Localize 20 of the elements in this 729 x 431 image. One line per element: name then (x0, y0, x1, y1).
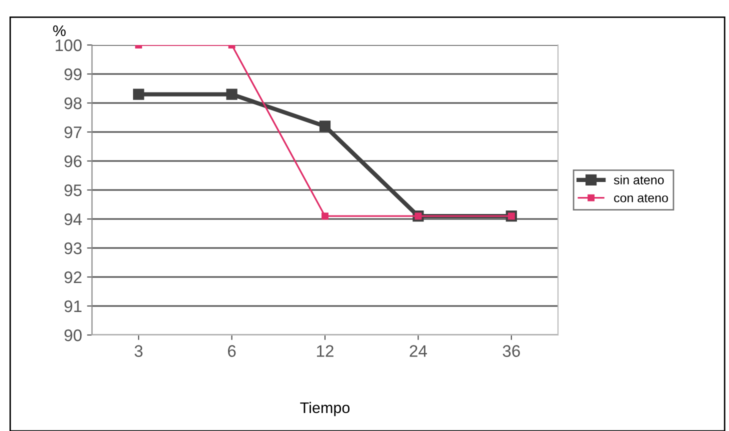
y-tick-label: 96 (64, 155, 82, 168)
x-tick-label: 24 (410, 345, 427, 357)
y-tick-label: 100 (56, 39, 82, 52)
x-tick-label: 3 (134, 345, 142, 357)
legend-label: con ateno (614, 194, 668, 202)
x-tick-label: 36 (502, 345, 520, 357)
x-axis-title: Tiempo (300, 402, 350, 416)
y-tick-label: 99 (64, 68, 82, 80)
y-tick-label: 90 (64, 329, 82, 342)
y-tick-label: 97 (64, 126, 82, 138)
x-tick-label: 12 (317, 345, 334, 357)
y-tick-label: 93 (64, 242, 82, 254)
y-axis-title: % (53, 25, 66, 36)
y-tick-label: 92 (64, 271, 82, 284)
y-tick-label: 91 (64, 300, 82, 312)
y-tick-label: 95 (64, 184, 82, 196)
y-tick-label: 98 (64, 97, 82, 110)
legend-label: sin ateno (614, 175, 664, 184)
x-tick-label: 6 (228, 345, 236, 357)
y-tick-label: 94 (64, 213, 82, 226)
